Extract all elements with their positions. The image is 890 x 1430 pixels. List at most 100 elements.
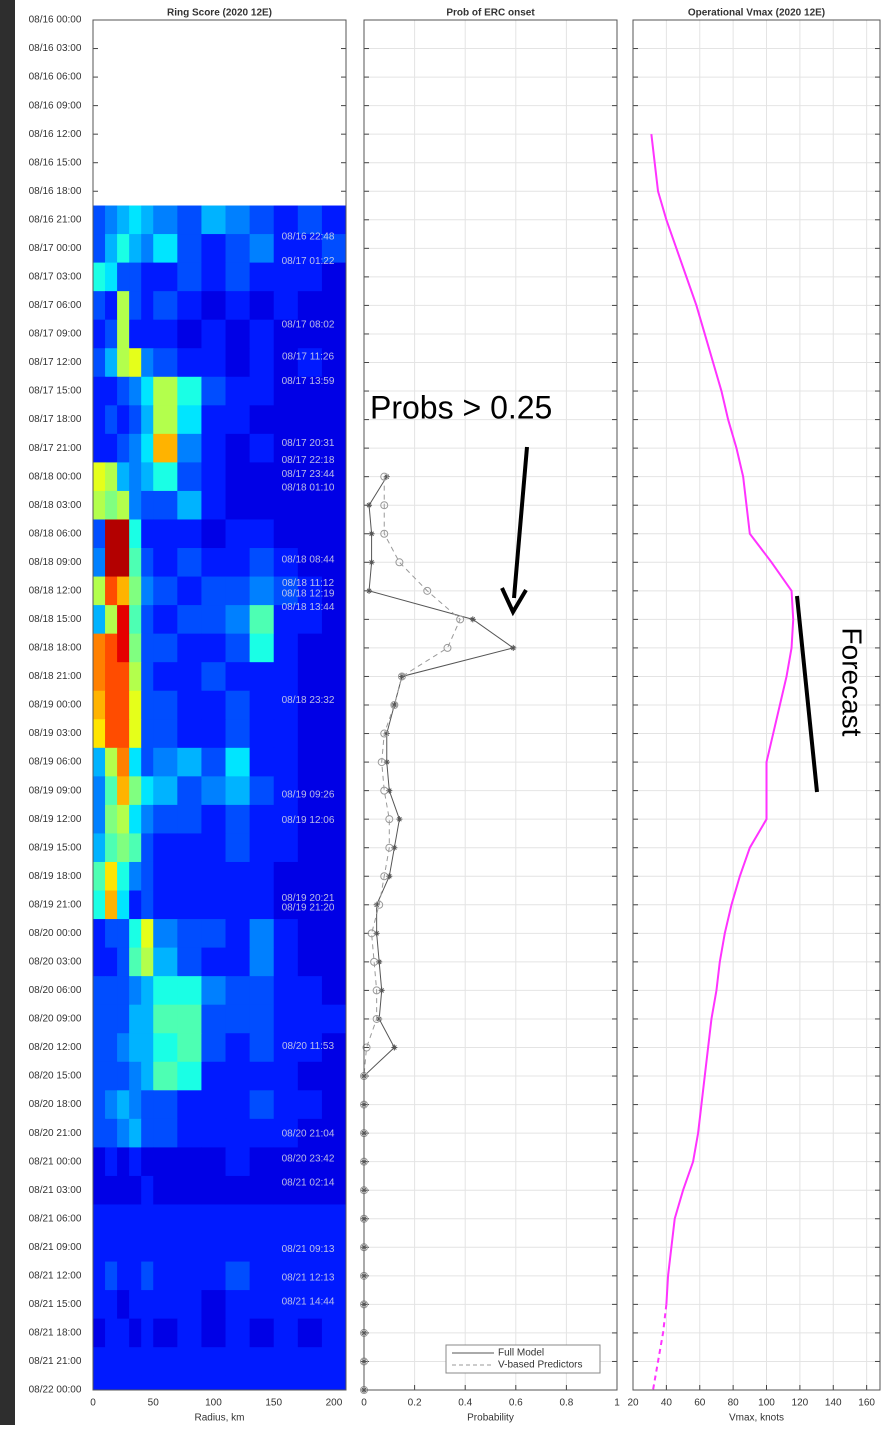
- heat-cell: [321, 1318, 346, 1348]
- heat-cell: [105, 690, 118, 720]
- heat-cell: [105, 833, 118, 863]
- y-tick-label: 08/22 00:00: [29, 1385, 82, 1396]
- heat-cell: [129, 1347, 142, 1377]
- heat-cell: [129, 462, 142, 492]
- heat-cell: [117, 376, 130, 406]
- point: [370, 957, 379, 966]
- heat-cell: [297, 576, 323, 606]
- heat-cell: [249, 1175, 275, 1205]
- heat-cell: [153, 262, 178, 292]
- y-tick-label: 08/17 21:00: [29, 443, 82, 454]
- heat-cell: [117, 1233, 130, 1263]
- heat-cell: [297, 1204, 323, 1234]
- heat-cell: [225, 1061, 251, 1091]
- heat-cell: [225, 490, 251, 520]
- heat-cell: [105, 776, 118, 806]
- y-tick-label: 08/20 06:00: [29, 985, 82, 996]
- heat-cell: [177, 548, 202, 578]
- heat-cell: [249, 1233, 275, 1263]
- heat-cell: [153, 205, 178, 235]
- heat-cell: [153, 890, 178, 920]
- heat-cell: [117, 1375, 130, 1390]
- x-tick-label: 100: [758, 1398, 775, 1409]
- overpass-label: 08/17 01:22: [282, 256, 335, 267]
- point: [372, 986, 381, 995]
- heat-cell: [93, 1175, 106, 1205]
- heat-cell: [273, 1175, 299, 1205]
- heat-cell: [141, 291, 154, 321]
- heat-cell: [249, 576, 275, 606]
- heat-cell: [177, 947, 202, 977]
- heat-cell: [249, 490, 275, 520]
- heat-cell: [93, 719, 106, 749]
- point: [398, 673, 405, 680]
- heat-cell: [225, 376, 251, 406]
- heat-cell: [225, 1375, 251, 1390]
- heat-cell: [201, 548, 227, 578]
- heat-cell: [105, 291, 118, 321]
- heat-cell: [105, 1061, 118, 1091]
- heat-cell: [105, 519, 118, 549]
- y-tick-label: 08/21 03:00: [29, 1185, 82, 1196]
- heat-cell: [249, 1290, 275, 1320]
- heat-cell: [321, 291, 346, 321]
- heat-cell: [177, 861, 202, 892]
- heat-cell: [129, 1375, 142, 1390]
- x-tick-label: 1: [614, 1398, 620, 1409]
- heat-cell: [105, 1004, 118, 1034]
- heat-cell: [129, 747, 142, 777]
- heat-cell: [201, 234, 227, 264]
- heat-cell: [141, 890, 154, 920]
- heat-cell: [105, 719, 118, 749]
- heat-cell: [105, 433, 118, 463]
- heat-cell: [273, 519, 299, 549]
- heat-cell: [249, 1204, 275, 1234]
- heat-cell: [93, 1290, 106, 1320]
- y-tick-label: 08/18 06:00: [29, 528, 82, 539]
- y-tick-label: 08/20 00:00: [29, 928, 82, 939]
- heat-cell: [273, 747, 299, 777]
- heat-cell: [249, 291, 275, 321]
- point: [373, 930, 380, 937]
- heat-cell: [177, 719, 202, 749]
- point: [385, 843, 394, 852]
- heat-cell: [93, 519, 106, 549]
- legend-label: Full Model: [498, 1348, 544, 1359]
- heat-cell: [93, 319, 106, 349]
- y-tick-label: 08/16 18:00: [29, 186, 82, 197]
- heat-cell: [249, 690, 275, 720]
- point: [391, 1044, 398, 1051]
- heat-cell: [249, 1347, 275, 1377]
- heat-cell: [105, 890, 118, 920]
- heat-cell: [225, 405, 251, 435]
- heat-cell: [129, 1175, 142, 1205]
- heat-cell: [129, 205, 142, 235]
- heat-cell: [141, 462, 154, 492]
- plot-frame: [92, 19, 347, 1391]
- heat-cell: [105, 1318, 118, 1348]
- y-tick-label: 08/19 12:00: [29, 814, 82, 825]
- overpass-label: 08/20 23:42: [282, 1153, 335, 1164]
- heat-cell: [225, 462, 251, 492]
- x-tick-label: 0: [361, 1398, 367, 1409]
- heat-cell: [273, 405, 299, 435]
- point: [510, 644, 517, 651]
- heat-cell: [177, 1318, 202, 1348]
- heat-cell: [117, 1147, 130, 1177]
- heat-cell: [201, 462, 227, 492]
- heat-cell: [93, 690, 106, 720]
- heat-cell: [117, 662, 130, 692]
- x-tick-label: 50: [148, 1398, 160, 1409]
- heat-cell: [201, 519, 227, 549]
- heat-cell: [93, 747, 106, 777]
- point: [377, 758, 386, 767]
- heat-cell: [177, 205, 202, 235]
- heat-cell: [249, 1318, 275, 1348]
- heat-cell: [201, 576, 227, 606]
- heat-cell: [249, 719, 275, 749]
- y-tick-label: 08/20 09:00: [29, 1014, 82, 1025]
- annotation: Forecast: [837, 628, 868, 737]
- overpass-label: 08/17 08:02: [282, 319, 335, 330]
- heat-cell: [321, 376, 346, 406]
